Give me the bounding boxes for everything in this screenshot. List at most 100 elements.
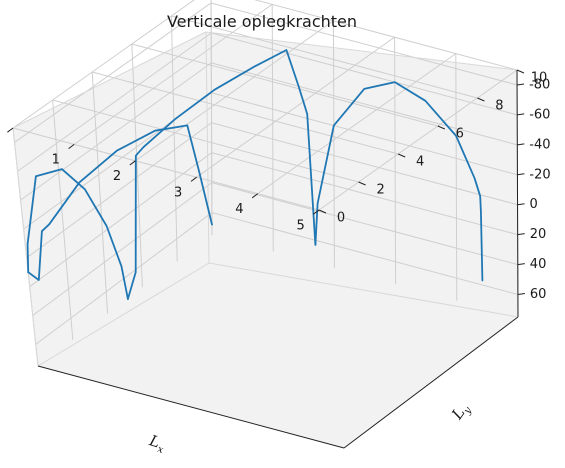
series-line-4: [27, 124, 213, 281]
y-gridline-floor: [131, 43, 438, 127]
series-line-3: [314, 81, 484, 282]
x-gridline-floor: [12, 0, 195, 129]
x-tick-label: 5: [296, 218, 304, 233]
y-tick: [477, 97, 485, 102]
y-tick: [516, 69, 525, 74]
data-series: [26, 49, 484, 300]
z-tick: [517, 113, 525, 116]
y-tick-label: 8: [495, 99, 503, 114]
x-tick: [7, 127, 14, 133]
chart-title: Verticale oplegkrachten: [167, 12, 357, 31]
y-tick-label: 6: [456, 127, 464, 142]
x-gridline-floor: [196, 36, 395, 178]
z-gridline-left: [32, 182, 213, 316]
z-gridline-left: [20, 62, 212, 201]
x-axis-label-sub: x: [156, 444, 165, 456]
z-tick-label: -40: [529, 137, 550, 152]
gridlines: [12, 0, 519, 367]
x-tick: [251, 193, 259, 199]
x-axis-label-main: L: [146, 431, 162, 451]
z-tick: [517, 233, 525, 236]
back-pane: [206, 32, 518, 317]
y-tick-label: 10: [531, 71, 548, 86]
x-tick: [129, 160, 136, 166]
y-gridline-left: [170, 15, 178, 262]
x-gridline-floor: [135, 20, 334, 162]
y-tick-labels: 0 2 4 6 8 10: [337, 71, 547, 226]
pane-edge-left-front: [12, 127, 39, 367]
y-tick-label: 0: [337, 211, 345, 226]
y-gridline-left: [210, 0, 213, 236]
x-axis-line: [37, 365, 345, 449]
axis-edges: [12, 31, 519, 449]
series-line-1: [26, 168, 129, 300]
pane-edge-left-top: [12, 31, 207, 129]
y-gridline-left: [52, 99, 74, 340]
x-gridline-floor: [257, 53, 457, 195]
z-tick-labels: -80 -60 -40 -20 0 20 40 60: [529, 78, 551, 303]
x-tick-label: 4: [235, 202, 243, 217]
y-axis-label: Ly: [447, 399, 474, 425]
z-gridline-left: [17, 32, 212, 172]
y-tick: [318, 209, 327, 214]
y-tick: [398, 153, 406, 158]
y-gridline-floor: [12, 127, 320, 211]
x-tick-labels: 012345: [52, 153, 305, 234]
x-tick-label: 3: [174, 186, 182, 201]
z-tick: [517, 293, 525, 296]
y-tick-label: 4: [416, 155, 424, 170]
x-tick: [190, 176, 197, 182]
y-gridline-floor: [52, 99, 359, 183]
y-gridline-floor: [253, 0, 518, 71]
z-tick-label: 0: [530, 197, 538, 212]
y-gridline-left: [131, 43, 143, 288]
z-tick-label: 40: [530, 257, 547, 272]
z-tick-label: 20: [530, 227, 547, 242]
z-tick-label: -20: [529, 167, 550, 182]
z-gridline-left: [14, 2, 212, 143]
y-gridline-floor: [171, 15, 478, 99]
y-gridline-left: [91, 71, 109, 314]
x-gridline-back: [332, 20, 335, 268]
z-tick: [516, 83, 525, 86]
x-tick: [313, 209, 320, 215]
x-gridline-back: [455, 53, 458, 301]
z-gridline-back: [211, 122, 518, 206]
z-tick: [517, 143, 525, 146]
z-gridline-back: [211, 212, 519, 296]
z-tick-label: -80: [529, 78, 550, 93]
y-gridline-floor: [92, 71, 399, 155]
pane-edge-floor-back: [208, 262, 519, 318]
z-tick-label: 60: [530, 287, 547, 302]
z-gridline-back: [211, 152, 518, 236]
z-gridline-left: [26, 122, 212, 259]
floor-pane: [38, 263, 518, 448]
pane-edge-corner: [205, 31, 210, 264]
x-axis-label: Lx: [146, 431, 168, 456]
y-tick: [358, 181, 366, 186]
x-gridline-back: [394, 37, 397, 285]
z-tick: [517, 263, 525, 266]
axis-panes: [13, 32, 518, 448]
z-tick-label: -60: [529, 107, 550, 122]
x-tick: [68, 144, 75, 150]
y-tick: [437, 125, 445, 130]
x-gridline-floor: [318, 69, 518, 211]
z-tick: [517, 173, 525, 176]
y-axis-line: [343, 316, 519, 449]
z-gridline-back: [211, 182, 518, 266]
series-line-2: [127, 49, 317, 300]
tick-marks: [7, 69, 525, 296]
y-tick-label: 2: [376, 183, 384, 198]
z-gridline-back: [210, 2, 518, 86]
z-gridline-back: [211, 32, 518, 116]
x-tick-label: 2: [113, 169, 121, 184]
x-tick-label: 1: [52, 153, 60, 168]
pane-edge-back-top: [205, 31, 518, 71]
left-pane: [13, 32, 209, 366]
z-gridline-left: [29, 152, 212, 288]
z-gridline-back: [211, 62, 518, 146]
pane-edge-floor-left: [37, 262, 210, 367]
z-tick: [517, 203, 525, 206]
